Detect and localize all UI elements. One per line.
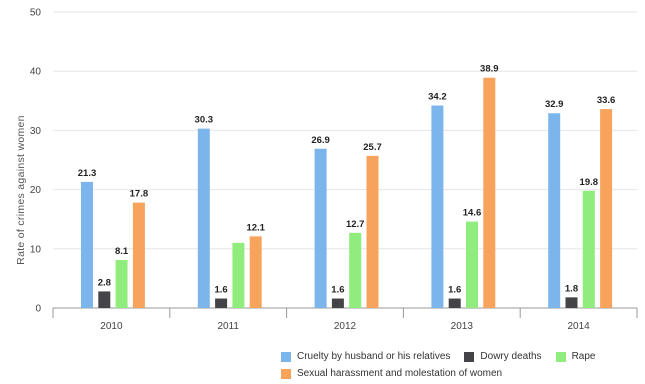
bars [81, 77, 613, 309]
legend-swatch-cruelty [281, 352, 291, 362]
data-labels: 21.3 30.3 26.9 34.2 32.9 2.8 1.6 1.6 1.6 1.8 8.1 12… [78, 64, 616, 296]
x-tick-label: 2010 [100, 321, 123, 332]
bar[interactable] [582, 190, 595, 308]
y-axis: 0 10 20 30 40 50 [30, 8, 42, 315]
data-label: 21.3 [78, 168, 97, 179]
y-tick-label: 40 [30, 67, 42, 78]
data-label: 38.9 [480, 64, 499, 75]
data-label: 1.6 [331, 285, 344, 296]
bar[interactable] [366, 155, 379, 308]
bar[interactable] [331, 298, 344, 308]
bar[interactable] [548, 113, 561, 309]
data-label: 30.3 [195, 115, 214, 126]
data-label: 1.8 [565, 283, 578, 294]
data-label: 32.9 [545, 99, 564, 110]
bar[interactable] [81, 181, 93, 308]
x-tick-label: 2014 [567, 321, 590, 332]
bar[interactable] [349, 232, 362, 308]
legend-item-cruelty[interactable]: Cruelty by husband or his relatives [281, 350, 450, 364]
legend-item-rape[interactable]: Rape [555, 350, 596, 364]
data-label: 12.1 [246, 222, 265, 233]
x-tick-label: 2012 [334, 321, 357, 332]
data-label: 33.6 [597, 95, 616, 106]
bar[interactable] [249, 236, 262, 308]
gridlines [53, 11, 637, 250]
y-axis-label: Rate of crimes against women [15, 115, 27, 265]
y-tick-label: 30 [30, 126, 42, 137]
data-label: 8.1 [115, 246, 129, 257]
legend: Cruelty by husband or his relatives Dowr… [281, 350, 641, 384]
data-label: 17.8 [130, 189, 149, 200]
x-tick-label: 2011 [217, 321, 239, 332]
y-tick-label: 20 [30, 185, 42, 196]
bar[interactable] [197, 128, 210, 308]
bar[interactable] [466, 221, 478, 308]
y-tick-label: 50 [30, 8, 42, 19]
bar[interactable] [98, 291, 111, 308]
data-label: 25.7 [363, 142, 382, 153]
bar[interactable] [232, 242, 245, 308]
legend-label-cruelty: Cruelty by husband or his relatives [297, 351, 451, 362]
bar[interactable] [448, 298, 461, 308]
bar[interactable] [600, 109, 613, 308]
data-label: 34.2 [428, 92, 447, 103]
data-label: 2.8 [98, 277, 111, 288]
y-tick-label: 10 [30, 244, 42, 255]
bar[interactable] [565, 297, 578, 308]
bar[interactable] [132, 202, 145, 308]
bar[interactable] [215, 298, 228, 308]
legend-label-harassment: Sexual harassment and molestation of wom… [297, 368, 503, 379]
data-label: 1.6 [448, 285, 461, 296]
bar[interactable] [115, 260, 128, 308]
bar[interactable] [314, 148, 327, 308]
x-axis: 2010 2011 2012 2013 2014 [52, 307, 638, 332]
legend-item-harassment[interactable]: Sexual harassment and molestation of wom… [281, 367, 502, 381]
bar[interactable] [483, 77, 496, 308]
legend-label-rape: Rape [571, 351, 596, 362]
y-tick-label: 0 [35, 304, 41, 315]
data-label: 14.6 [463, 208, 482, 219]
bar[interactable] [431, 105, 444, 308]
data-label: 26.9 [311, 135, 330, 146]
legend-swatch-dowry [464, 352, 475, 362]
x-tick-label: 2013 [451, 321, 474, 332]
legend-swatch-harassment [281, 369, 291, 379]
data-label: 19.8 [580, 177, 599, 188]
data-label: 12.7 [346, 219, 365, 230]
legend-swatch-rape [555, 352, 566, 362]
legend-label-dowry: Dowry deaths [480, 351, 542, 362]
data-label: 1.6 [214, 285, 227, 296]
legend-item-dowry[interactable]: Dowry deaths [464, 350, 542, 364]
